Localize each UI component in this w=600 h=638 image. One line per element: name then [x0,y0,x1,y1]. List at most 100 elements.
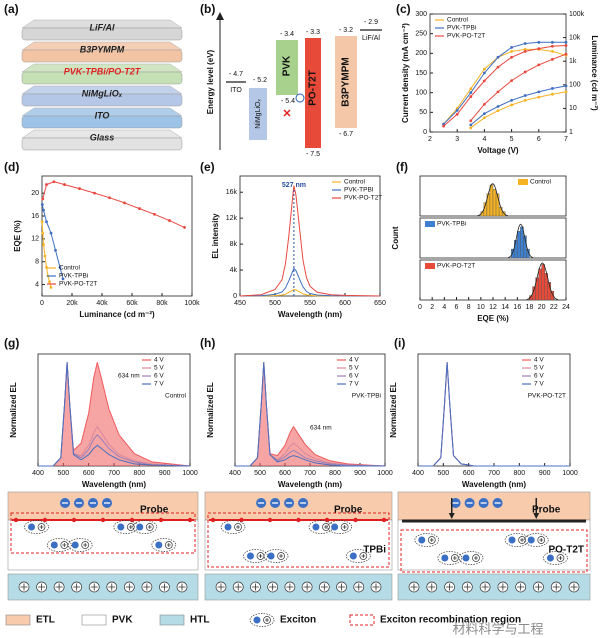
level-name: NiMgLiOₓ [255,99,262,129]
exciton-outline [327,520,352,534]
x-tick-label: 700 [488,470,500,477]
x-tick-label: 500 [254,470,266,477]
fit-curve [477,183,508,216]
y-axis-label: Count [391,226,400,249]
exciton-outline [345,549,371,563]
level-box [276,40,298,95]
marker [564,90,568,94]
x-tick-label: 800 [329,470,341,477]
x-tick-label: 4 [442,304,446,311]
x-tick-label: 80k [156,300,168,307]
marker [483,102,486,106]
marker [455,112,459,116]
level-name: PO-T2T [308,70,319,106]
arrow-head [533,513,540,519]
layer-top [21,19,183,29]
hole-sign [338,583,346,591]
marker [469,126,473,130]
hole-sign [90,583,98,591]
y-tick-label: 8k [230,241,238,248]
exciton-electron [224,523,232,531]
probe-label: Probe [140,505,169,516]
panel-label: (a) [4,2,19,16]
marker [510,55,513,59]
hole-sign [361,554,366,558]
legend-swatch [81,614,107,626]
x-tick-label: 600 [339,300,351,307]
legend-swatch [425,221,435,227]
hole-sign [355,583,363,591]
exciton-icon [295,93,305,103]
layer-top [21,85,183,95]
x-tick-label: 700 [304,470,316,477]
legend-swatch [425,263,435,269]
series-line [235,362,385,467]
legend-label: 4 V [534,357,544,364]
exciton-electron [267,552,275,560]
marker [469,123,473,127]
marker [58,266,62,269]
x-axis-label: Luminance (cd m⁻²) [79,310,155,319]
hole-sign [323,525,328,529]
annotation: 527 nm [282,182,306,189]
marker [61,277,65,281]
hole-sign [473,556,478,560]
layer [21,93,183,107]
marker [523,70,527,74]
y-tick-label: 100 [415,90,427,97]
marker [48,280,51,284]
x-tick-label: 3 [455,136,459,143]
marker [469,95,473,98]
exciton-outline [437,551,463,565]
area [235,362,385,466]
marker [483,79,486,83]
hole-sign [279,554,284,558]
series-line [38,362,191,467]
exciton-electron [349,552,357,560]
hist-bar [538,268,542,301]
hole-sign [265,618,269,622]
exciton-outline [24,520,49,534]
legend-label: Control [447,17,469,24]
legend-label: PVK-PO-T2T [447,33,485,40]
hole-sign [143,583,151,591]
x-tick-label: 600 [463,470,475,477]
legend-label: PVK-TPBi [59,273,88,280]
layer [21,49,183,63]
probe-dot [158,517,164,523]
exciton-electron [136,523,144,531]
x-tick-label: 600 [83,470,95,477]
marker [78,187,81,190]
x-tick-label: 500 [269,300,281,307]
marker [510,98,513,102]
probe-dot [353,517,358,523]
marker [40,203,44,206]
exciton-outline [132,520,158,534]
x-tick-label: 7 [564,136,568,143]
y2-tick-label: 1k [569,58,577,65]
x-tick-label: 20k [66,300,78,307]
hole-sign [178,583,186,591]
hole-sign [520,538,525,542]
marker [63,183,66,186]
layer-label: ITO [95,110,110,120]
x-tick-label: 650 [374,300,386,307]
marker [41,231,45,235]
x-tick-label: 1000 [182,470,198,477]
marker [564,40,568,44]
exciton-electron [508,536,516,544]
probe-dot [100,517,106,523]
hole-sign [20,583,28,591]
marker [551,92,554,96]
marker [469,91,473,95]
marker [523,48,527,51]
legend-label: Control [530,179,552,186]
x-tick-label: 800 [513,470,525,477]
layer-top [21,107,183,117]
pvk-layer [397,519,591,571]
y-tick-label: 12k [226,215,238,222]
marker [153,212,156,216]
series-line [443,48,567,125]
hole-sign [258,554,263,558]
series-line [418,362,570,467]
